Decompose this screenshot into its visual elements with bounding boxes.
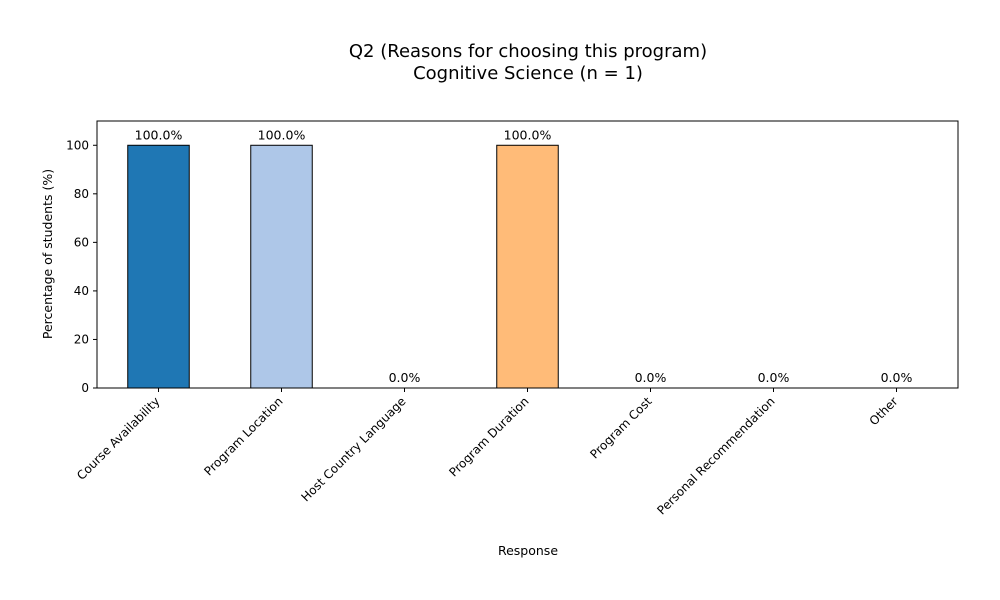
plot-frame bbox=[96, 120, 959, 389]
data-labels-group: 100.0% 100.0% 0.0% 100.0% 0.0% 0.0% 0.0% bbox=[135, 127, 913, 385]
y-tick-label: 100 bbox=[66, 138, 89, 152]
x-tick-label: Program Duration bbox=[446, 394, 531, 479]
bar bbox=[127, 144, 190, 389]
data-label: 100.0% bbox=[135, 127, 183, 142]
x-tick-label: Program Cost bbox=[587, 394, 654, 461]
y-tick-label: 80 bbox=[74, 187, 89, 201]
bars-group bbox=[127, 144, 559, 389]
chart-title: Q2 (Reasons for choosing this program) bbox=[349, 41, 707, 62]
data-label: 0.0% bbox=[635, 370, 667, 385]
x-tick-label: Program Location bbox=[201, 394, 285, 478]
bar bbox=[250, 144, 313, 389]
x-tick-label: Host Country Language bbox=[298, 394, 408, 504]
x-tick-label: Course Availability bbox=[74, 394, 162, 482]
bar bbox=[496, 144, 559, 389]
y-tick-label: 20 bbox=[74, 332, 89, 346]
y-tick-label: 40 bbox=[74, 284, 89, 298]
chart-subtitle: Cognitive Science (n = 1) bbox=[413, 63, 643, 84]
data-label: 100.0% bbox=[258, 127, 306, 142]
y-axis-label: Percentage of students (%) bbox=[40, 169, 55, 339]
x-tick-label: Personal Recommendation bbox=[654, 394, 777, 517]
y-axis: 0 20 40 60 80 100 bbox=[66, 138, 97, 395]
y-tick-label: 0 bbox=[81, 381, 89, 395]
x-axis: Course Availability Program Location Host … bbox=[74, 388, 901, 517]
data-label: 0.0% bbox=[881, 370, 913, 385]
data-label: 100.0% bbox=[504, 127, 552, 142]
x-tick-label: Other bbox=[867, 394, 901, 428]
data-label: 0.0% bbox=[389, 370, 421, 385]
x-axis-label: Response bbox=[498, 543, 558, 558]
y-tick-label: 60 bbox=[74, 235, 89, 249]
data-label: 0.0% bbox=[758, 370, 790, 385]
